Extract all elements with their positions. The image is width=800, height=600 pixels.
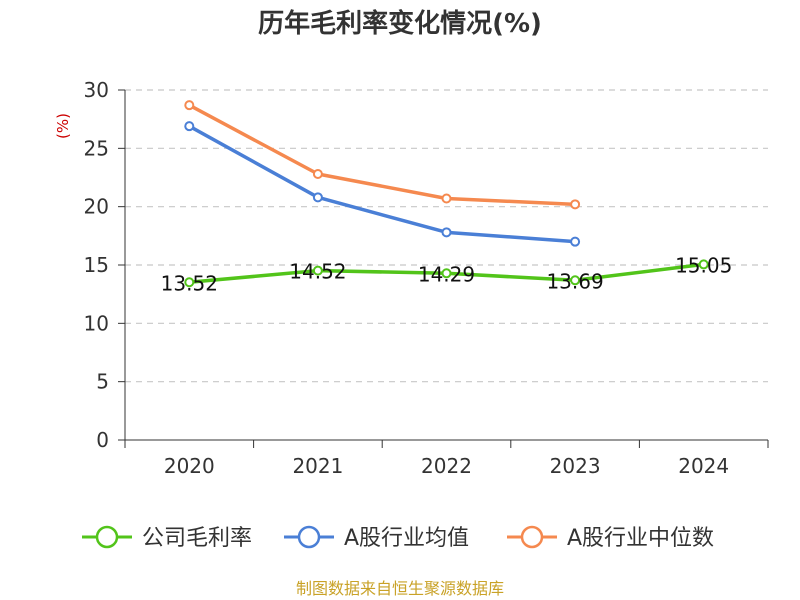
data-point [698,259,709,270]
data-point [441,227,452,238]
data-point [441,268,452,279]
x-tick-label: 2022 [421,454,472,478]
chart-title: 历年毛利率变化情况(%) [258,8,542,39]
data-point [312,192,323,203]
y-tick-label: 15 [84,253,109,277]
data-point [570,199,581,210]
data-label: 13.52 [161,271,218,295]
data-labels: 13.52 14.52 14.29 13.69 15.05 [161,253,733,295]
legend: 公司毛利率 A股行业均值 A股行业中位数 [82,525,714,551]
y-tick-label: 5 [96,370,109,394]
legend-swatch-marker [95,525,119,549]
grid-lines [125,89,768,383]
series-line [187,124,577,244]
data-label: 14.52 [289,260,346,284]
x-tick-label: 2023 [550,454,601,478]
legend-entry: 公司毛利率 [142,526,252,551]
y-tick-label: 30 [84,78,109,102]
x-tick-label: 2021 [292,454,343,478]
x-tick-label: 2020 [164,454,215,478]
data-label: 15.05 [675,253,732,277]
series-group [184,100,709,288]
data-point [312,265,323,276]
source-note: 制图数据来自恒生聚源数据库 [296,579,504,598]
y-tick-label: 10 [84,311,109,335]
x-tick-label: 2024 [678,454,729,478]
y-tick-label: 20 [84,195,109,219]
y-tick-label: 25 [84,136,109,160]
legend-swatch-marker [297,525,321,549]
legend-entry: A股行业中位数 [567,526,714,551]
data-point [312,169,323,179]
y-tick-label: 0 [96,428,109,452]
data-label: 14.29 [418,262,475,286]
data-point [441,193,452,204]
data-label: 13.69 [546,269,603,293]
legend-entry: A股行业均值 [344,526,469,551]
y-axis-label: (%) [54,113,72,139]
data-point [184,100,195,111]
data-point [570,275,581,286]
data-point [184,121,195,132]
data-point [570,236,581,247]
axes: 0 5 10 15 20 25 30 2020 2021 2022 2023 2024 [84,78,769,478]
legend-swatch-marker [520,525,544,549]
series-line [187,103,577,207]
data-point [184,277,195,288]
